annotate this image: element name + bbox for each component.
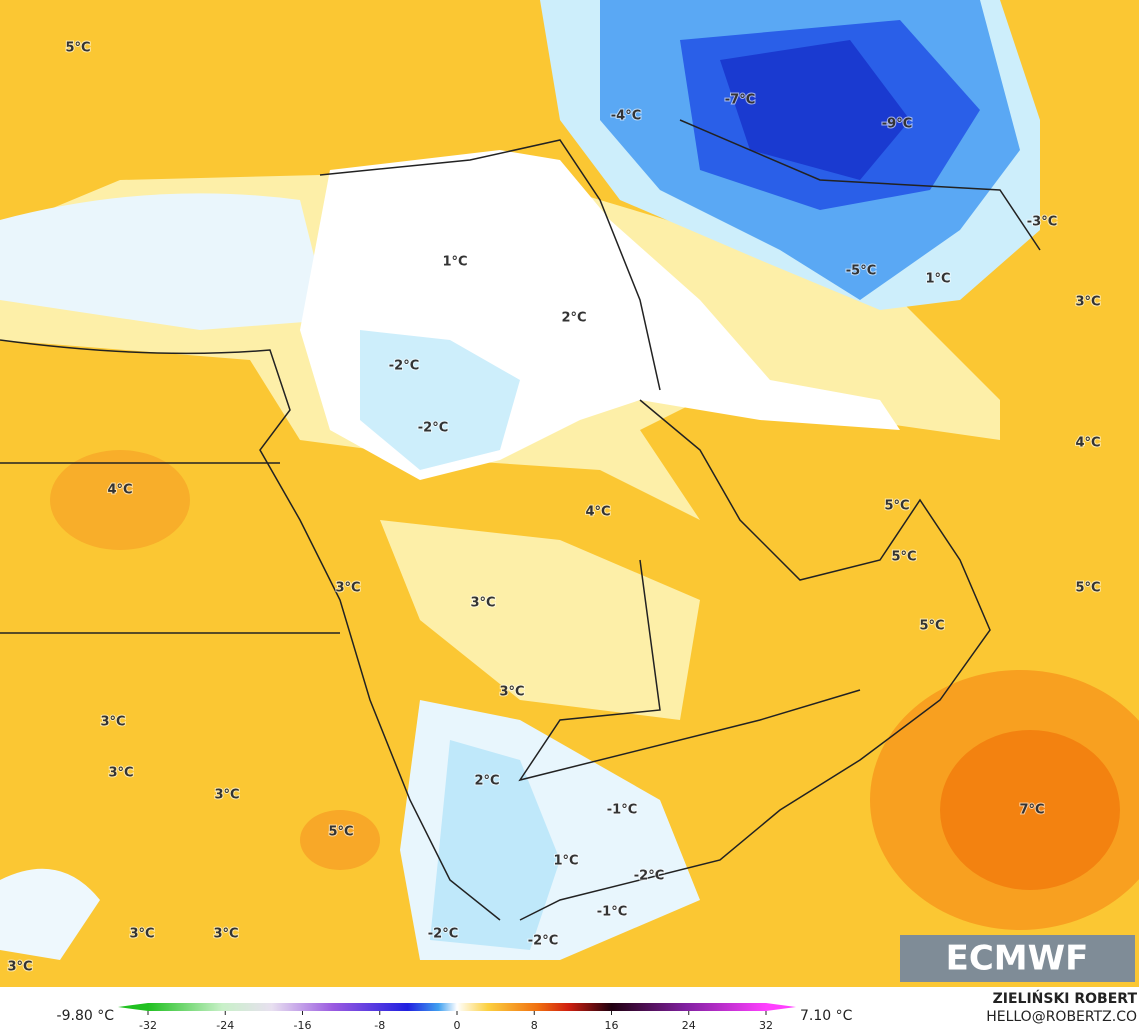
map-label: 4°C	[1075, 436, 1100, 451]
map-label: 3°C	[335, 581, 360, 596]
map-label: -9°C	[882, 117, 912, 132]
map-label: -2°C	[428, 927, 458, 942]
map-label: 3°C	[213, 927, 238, 942]
map-label: 1°C	[925, 272, 950, 287]
map-label: 5°C	[919, 619, 944, 634]
colorbar-max: 7.10 °C	[800, 1008, 853, 1024]
colorbar-tick-label: 32	[759, 1019, 773, 1032]
map-label: 4°C	[107, 483, 132, 498]
map-label: 5°C	[1075, 581, 1100, 596]
map-label: -2°C	[634, 869, 664, 884]
map-label: 3°C	[129, 927, 154, 942]
colorbar-tick-label: -16	[294, 1019, 312, 1032]
colorbar-tick-label: -8	[374, 1019, 385, 1032]
map-label: -3°C	[1027, 215, 1057, 230]
map-label: 1°C	[442, 255, 467, 270]
colorbar-tick-label: -32	[139, 1019, 157, 1032]
logo: ECMWF	[946, 939, 1089, 979]
map-label: -4°C	[611, 109, 641, 124]
map-label: 3°C	[1075, 295, 1100, 310]
colorbar-end	[766, 1003, 796, 1011]
map-label: 3°C	[214, 788, 239, 803]
map-label: 7°C	[1019, 803, 1044, 818]
map-label: -2°C	[528, 934, 558, 949]
map-label: 5°C	[891, 550, 916, 565]
colorbar-tick-label: -24	[216, 1019, 234, 1032]
map-label: -2°C	[389, 359, 419, 374]
map-background	[0, 0, 1139, 987]
colorbar-tick-label: 24	[682, 1019, 696, 1032]
map-label: 3°C	[7, 960, 32, 975]
map-label: 2°C	[561, 311, 586, 326]
logo-box	[900, 935, 1135, 982]
map-label: -5°C	[846, 264, 876, 279]
map-label: 2°C	[474, 774, 499, 789]
map-label: 3°C	[499, 685, 524, 700]
credit: ZIELIŃSKI ROBERT	[993, 989, 1138, 1007]
map-label: -1°C	[607, 803, 637, 818]
map-label: 5°C	[884, 499, 909, 514]
credit: HELLO@ROBERTZ.CO	[986, 1009, 1137, 1025]
colorbar-tick-label: 16	[605, 1019, 619, 1032]
colorbar	[148, 1003, 766, 1011]
map-label: -2°C	[418, 421, 448, 436]
colorbar-tick-label: 8	[531, 1019, 538, 1032]
map-label: 5°C	[65, 41, 90, 56]
colorbar-end	[118, 1003, 148, 1011]
map-label: 3°C	[100, 715, 125, 730]
borders	[0, 119, 1041, 921]
map-label: 1°C	[553, 854, 578, 869]
map-label: 3°C	[470, 596, 495, 611]
map-label: -7°C	[725, 93, 755, 108]
map-label: 4°C	[585, 505, 610, 520]
colorbar-tick-label: 0	[454, 1019, 461, 1032]
map-label: 5°C	[328, 825, 353, 840]
colorbar-min: -9.80 °C	[57, 1008, 115, 1024]
map-label: 3°C	[108, 766, 133, 781]
map-label: -1°C	[597, 905, 627, 920]
